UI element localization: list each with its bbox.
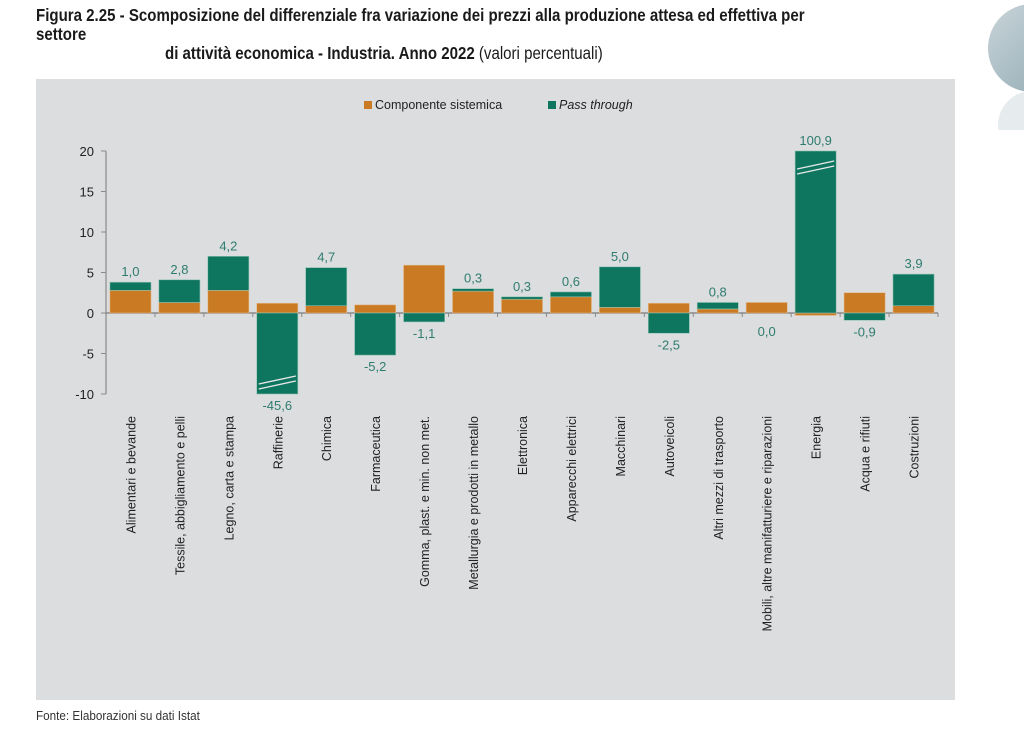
bar-componente-sistemica [403,264,445,314]
axis-break-mark [258,375,296,385]
bar-componente-sistemica [647,302,690,314]
x-tick-label: Energia [810,416,824,459]
bar-pass-through [403,312,445,323]
x-tick-label: Elettronica [516,416,530,475]
bar-componente-sistemica [158,302,201,314]
data-label: 0,8 [709,284,727,299]
y-tick-label: 10 [80,225,94,240]
bar-pass-through [305,267,348,307]
data-label: -5,2 [364,359,386,374]
bar-componente-sistemica [452,290,494,314]
y-tick-label: 0 [87,306,94,321]
bar-componente-sistemica [696,308,739,314]
y-tick-label: 20 [80,144,94,159]
chart-panel: Componente sistemica Pass through -10 -5 0… [36,79,955,700]
data-label: 4,2 [219,238,237,253]
y-tick-label: 5 [87,266,94,281]
legend-label-pass-through: Pass through [559,98,633,112]
x-tick-label: Costruzioni [908,416,922,479]
data-label: 0,0 [758,324,776,339]
bar-pass-through [647,312,690,334]
bar-componente-sistemica [109,290,152,314]
data-label: -0,9 [853,324,875,339]
data-label: 2,8 [170,262,188,277]
bar-pass-through [892,273,935,307]
y-tick-label: -5 [82,347,94,362]
axis-break-mark [258,380,296,390]
x-tick-label: Raffinerie [271,416,285,469]
data-label: -1,1 [413,326,435,341]
axis-break-mark [796,160,835,170]
bar-pass-through [599,266,641,308]
bar-componente-sistemica [550,296,592,314]
bar-componente-sistemica [599,307,641,314]
x-tick-label: Apparecchi elettrici [565,416,579,522]
x-tick-label: Tessile, abbigliamento e pelli [173,416,187,575]
data-label: 1,0 [121,264,139,279]
bar-componente-sistemica [745,302,788,314]
figure-title-line1: Scomposizione del differenziale fra vari… [36,5,805,44]
bar-componente-sistemica [501,298,543,314]
y-tick-label: 15 [80,185,94,200]
figure-unit: (valori percentuali) [478,43,603,63]
stacked-bar-chart: Componente sistemica Pass through -10 -5 0… [75,98,939,631]
x-tick-label: Autoveicoli [663,416,677,476]
data-label: 0,3 [464,271,482,286]
figure-title-line2: di attività economica - Industria. Anno … [165,43,475,63]
source-note: Fonte: Elaborazioni su dati Istat [36,708,200,723]
x-tick-label: Chimica [320,416,334,461]
data-label: 3,9 [904,256,922,271]
x-tick-label: Legno, carta e stampa [222,416,236,540]
data-label: 0,3 [513,279,531,294]
bar-pass-through [843,312,886,321]
data-label: 5,0 [611,249,629,264]
axis-break-mark [796,165,835,175]
bar-pass-through [696,302,739,310]
bar-pass-through [794,150,837,314]
bar-componente-sistemica [794,312,837,316]
bar-pass-through [452,288,494,292]
x-tick-label: Metallurgia e prodotti in metallo [467,416,481,590]
data-label: 100,9 [799,133,832,148]
legend-label-sistemica: Componente sistemica [375,98,502,112]
y-tick-label: -10 [75,387,94,402]
bar-pass-through [550,291,592,298]
bar-componente-sistemica [354,304,397,314]
x-tick-label: Macchinari [614,416,628,476]
legend: Componente sistemica Pass through [364,98,633,112]
bar-componente-sistemica [256,302,299,314]
bars [109,150,935,395]
bar-componente-sistemica [207,290,250,314]
legend-swatch-pass-through [548,101,556,109]
legend-swatch-sistemica [364,101,372,109]
x-tick-labels: Alimentari e bevande Tessile, abbigliamen… [124,416,921,631]
bar-componente-sistemica [843,292,886,314]
decorative-logo-icon [988,4,1024,130]
bar-pass-through [354,312,397,356]
data-label: -45,6 [262,398,292,413]
figure-number: Figura 2.25 - [36,5,129,25]
x-tick-label: Alimentari e bevande [124,416,138,533]
bar-pass-through [158,279,201,303]
bar-pass-through [501,296,543,300]
x-tick-label: Gomma, plast. e min. non met. [418,416,432,587]
data-label: 0,6 [562,274,580,289]
data-labels: 1,0 2,8 4,2 -45,6 4,7 -5,2 -1,1 0,3 0,3 0,6 5,0 -2,… [121,133,922,413]
data-label: 4,7 [317,250,335,265]
x-tick-label: Farmaceutica [369,416,383,492]
bar-componente-sistemica [305,305,348,314]
figure-title: Figura 2.25 - Scomposizione del differen… [36,6,827,63]
x-tick-label: Acqua e rifiuti [859,416,873,492]
data-label: -2,5 [658,337,680,352]
x-tick-label: Mobili, altre manifatturiere e riparazio… [761,416,775,631]
bar-pass-through [109,281,152,291]
bar-pass-through [207,256,250,291]
bar-componente-sistemica [892,305,935,314]
x-tick-label: Altri mezzi di trasporto [712,416,726,540]
